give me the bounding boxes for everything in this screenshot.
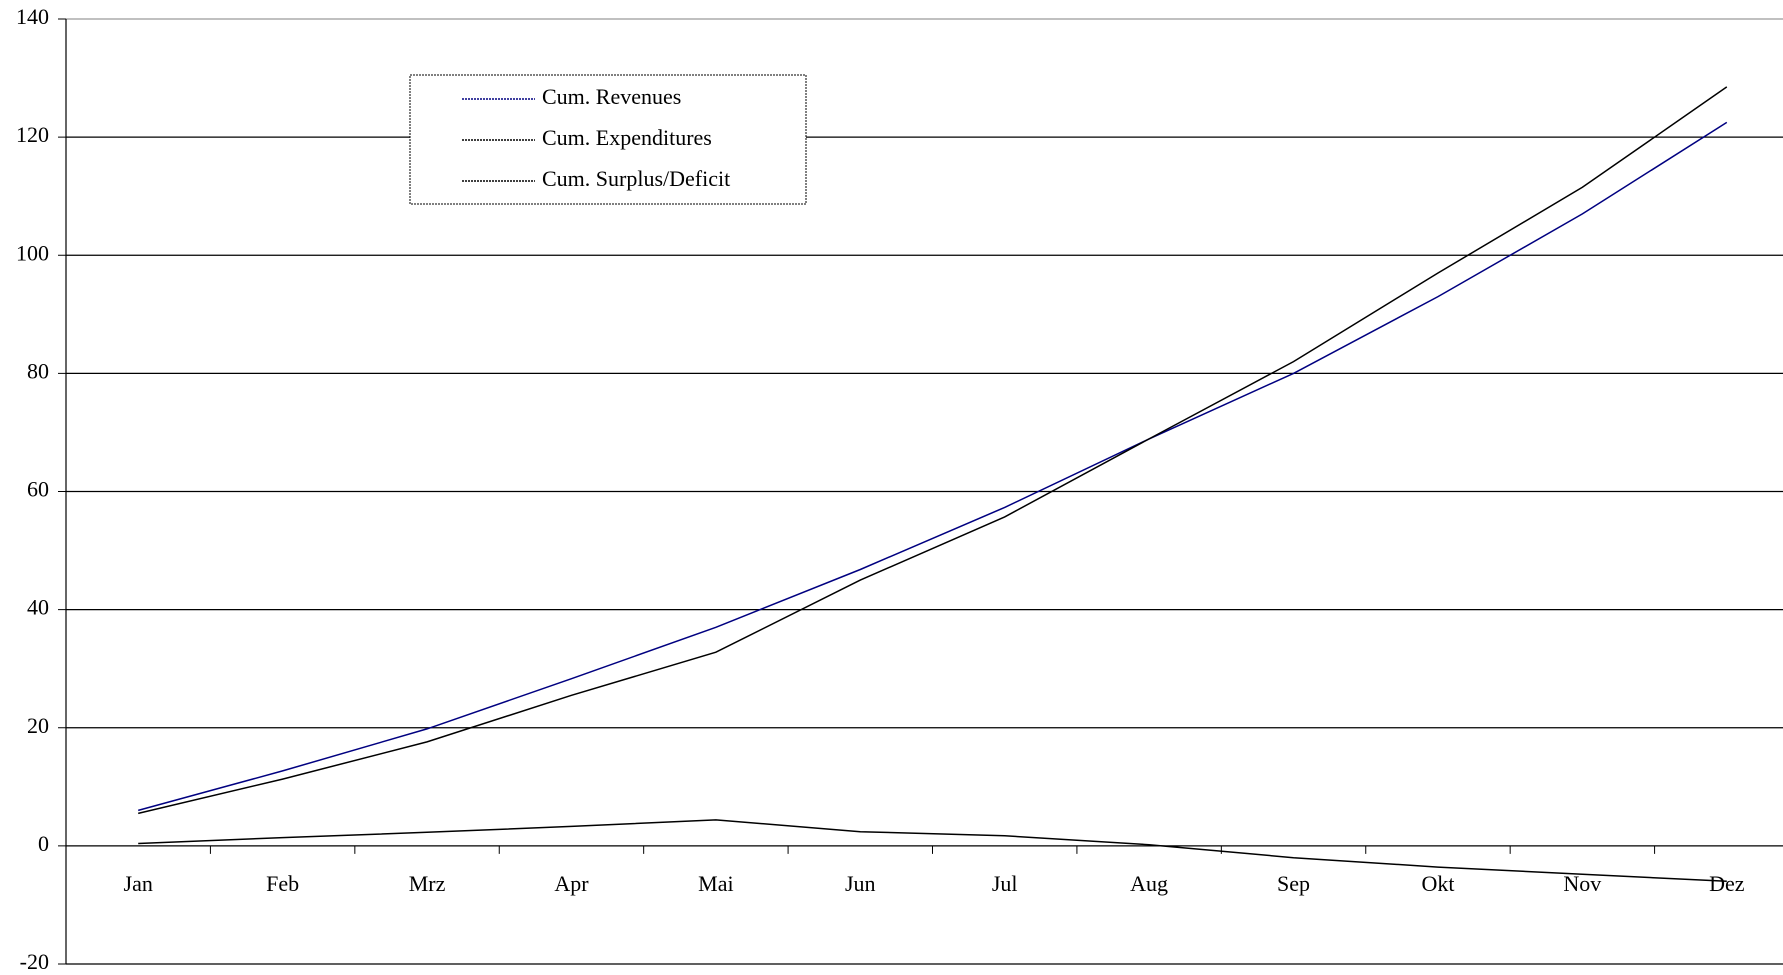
- y-tick-label: 80: [27, 358, 49, 383]
- x-tick-label: Jul: [992, 871, 1018, 896]
- x-tick-label: Feb: [266, 871, 299, 896]
- y-tick-label: 140: [16, 4, 49, 29]
- y-tick-label: -20: [20, 949, 49, 974]
- y-tick-label: 0: [38, 831, 49, 856]
- x-tick-label: Jun: [845, 871, 876, 896]
- y-tick-label: 120: [16, 122, 49, 147]
- y-tick-label: 60: [27, 477, 49, 502]
- x-tick-label: Jan: [124, 871, 153, 896]
- legend-label: Cum. Revenues: [542, 84, 681, 109]
- x-tick-label: Mrz: [409, 871, 446, 896]
- legend-label: Cum. Expenditures: [542, 125, 712, 150]
- x-tick-label: Dez: [1709, 871, 1745, 896]
- x-tick-label: Okt: [1421, 871, 1454, 896]
- x-tick-label: Mai: [698, 871, 733, 896]
- series-line: [138, 86, 1728, 815]
- y-tick-label: 20: [27, 713, 49, 738]
- legend: Cum. Revenues Cum. Expenditures Cum. Surpl…: [409, 74, 807, 205]
- x-tick-label: Aug: [1130, 871, 1168, 896]
- x-tick-label: Sep: [1277, 871, 1310, 896]
- series-line: [138, 819, 1727, 883]
- series-line: [138, 121, 1728, 812]
- y-tick-label: 100: [16, 240, 49, 265]
- x-tick-label: Apr: [554, 871, 589, 896]
- y-tick-label: 40: [27, 595, 49, 620]
- legend-label: Cum. Surplus/Deficit: [542, 166, 730, 191]
